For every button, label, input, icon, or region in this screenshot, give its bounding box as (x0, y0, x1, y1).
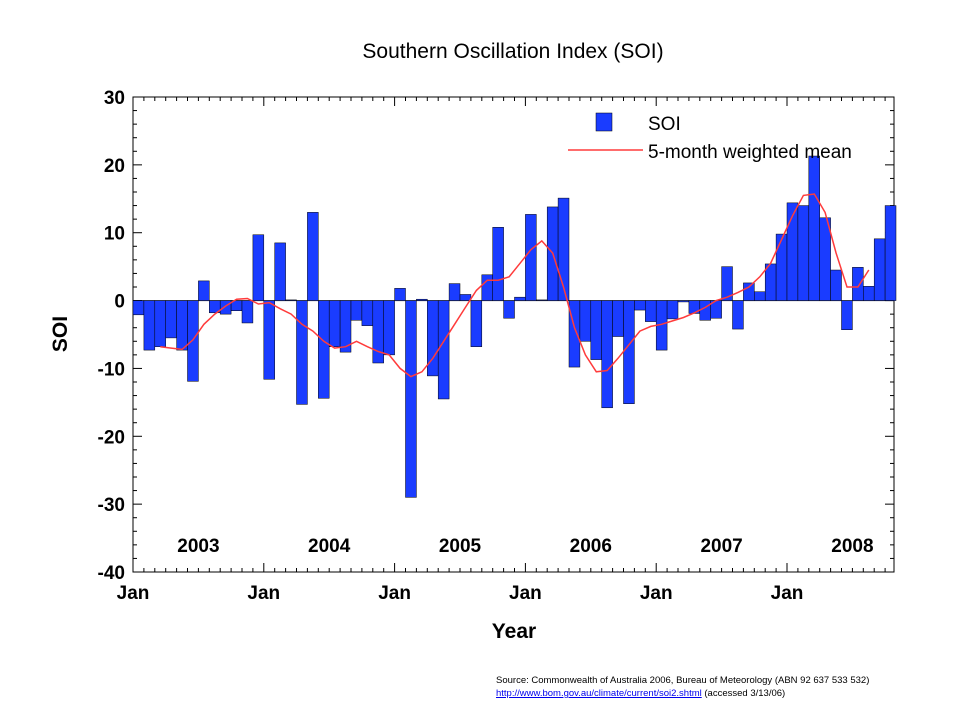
mean-line (160, 193, 870, 378)
source-line: Source: Commonwealth of Australia 2006, … (496, 675, 870, 686)
y-tick-label: -10 (98, 359, 125, 380)
soi-bar (372, 300, 384, 364)
soi-bar (645, 300, 657, 322)
soi-bar (514, 296, 526, 301)
y-tick-label: 0 (114, 292, 125, 313)
soi-bar (154, 300, 166, 347)
soi-bar (764, 263, 777, 301)
y-tick-label: 20 (104, 156, 125, 177)
soi-bar (775, 233, 788, 301)
year-label: 2007 (700, 536, 742, 557)
year-label: 2008 (831, 536, 873, 557)
soi-bar (601, 300, 613, 409)
soi-bar (863, 286, 875, 301)
soi-bar (143, 300, 156, 351)
soi-bar (241, 300, 254, 324)
soi-bar (503, 300, 515, 319)
legend-soi-label: SOI (648, 114, 681, 135)
soi-bar (328, 300, 341, 347)
soi-bar (677, 300, 690, 303)
soi-bar (339, 300, 352, 353)
y-tick-label: -30 (98, 495, 125, 516)
soi-bar (296, 300, 308, 405)
soi-bar (252, 234, 265, 301)
soi-bar (754, 291, 766, 301)
year-label: 2006 (570, 536, 612, 557)
plot-frame (132, 96, 895, 573)
soi-bar (437, 300, 450, 400)
soi-bar (307, 212, 319, 301)
soi-bar (830, 269, 842, 301)
year-label: 2003 (177, 536, 219, 557)
soi-bar (492, 227, 504, 301)
soi-bar (361, 300, 374, 326)
x-tick-label: Jan (117, 583, 150, 604)
soi-bar (405, 300, 417, 498)
soi-bar (132, 300, 145, 316)
soi-bar (852, 267, 864, 301)
soi-bar (808, 155, 820, 301)
soi-bar (383, 300, 395, 356)
soi-bar (634, 300, 646, 311)
legend-mean-label: 5-month weighted mean (648, 142, 852, 163)
soi-bar (612, 300, 624, 337)
soi-bar (219, 300, 232, 315)
year-label: 2005 (439, 536, 482, 557)
soi-bar (263, 300, 275, 380)
soi-bar (165, 300, 177, 339)
x-tick-label: Jan (771, 583, 804, 604)
soi-bar (841, 300, 853, 331)
year-label: 2004 (308, 536, 351, 557)
legend: SOI 5-month weighted mean (568, 112, 852, 163)
soi-bar (427, 300, 439, 377)
soi-bar (797, 205, 810, 301)
y-tick-label: -40 (98, 563, 125, 584)
soi-bar (416, 298, 428, 301)
soi-bar (470, 300, 483, 347)
soi-bar (448, 283, 461, 301)
soi-bar (187, 300, 199, 382)
soi-bar (481, 274, 493, 301)
x-axis-label: Year (492, 620, 536, 643)
source-note: Source: Commonwealth of Australia 2006, … (496, 674, 869, 700)
x-tick-label: Jan (509, 583, 542, 604)
soi-bar (274, 242, 286, 301)
y-tick-label: -20 (98, 427, 125, 448)
soi-bar (623, 300, 635, 404)
y-tick-label: 10 (104, 224, 125, 245)
x-tick-label: Jan (247, 583, 280, 604)
soi-bar (350, 300, 363, 321)
source-accessed: (accessed 3/13/06) (701, 688, 786, 699)
soi-bar (819, 217, 831, 301)
soi-bar (557, 197, 570, 301)
soi-bar (579, 300, 592, 342)
soi-bar (884, 205, 897, 301)
soi-bar (394, 288, 406, 301)
soi-bar (732, 300, 744, 330)
source-link[interactable]: http://www.bom.gov.au/climate/current/so… (496, 688, 702, 699)
x-tick-label: Jan (640, 583, 673, 604)
soi-bar (176, 300, 188, 351)
y-tick-label: 30 (104, 88, 125, 109)
soi-bar (699, 300, 711, 321)
soi-bar (525, 214, 537, 301)
soi-bar (590, 300, 602, 360)
soi-bar (536, 299, 548, 301)
soi-bar (873, 238, 886, 301)
soi-bar (721, 266, 733, 301)
soi-bar (198, 280, 210, 301)
soi-bar (318, 300, 330, 399)
y-axis-label: SOI (49, 316, 72, 352)
x-tick-label: Jan (378, 583, 411, 604)
chart-title: Southern Oscillation Index (SOI) (362, 40, 663, 63)
soi-bar (666, 300, 679, 320)
source-link-line: http://www.bom.gov.au/climate/current/so… (496, 687, 869, 700)
soi-bar (285, 299, 297, 301)
soi-bar (459, 294, 472, 301)
legend-soi-swatch (595, 112, 613, 132)
soi-bar (743, 282, 755, 301)
